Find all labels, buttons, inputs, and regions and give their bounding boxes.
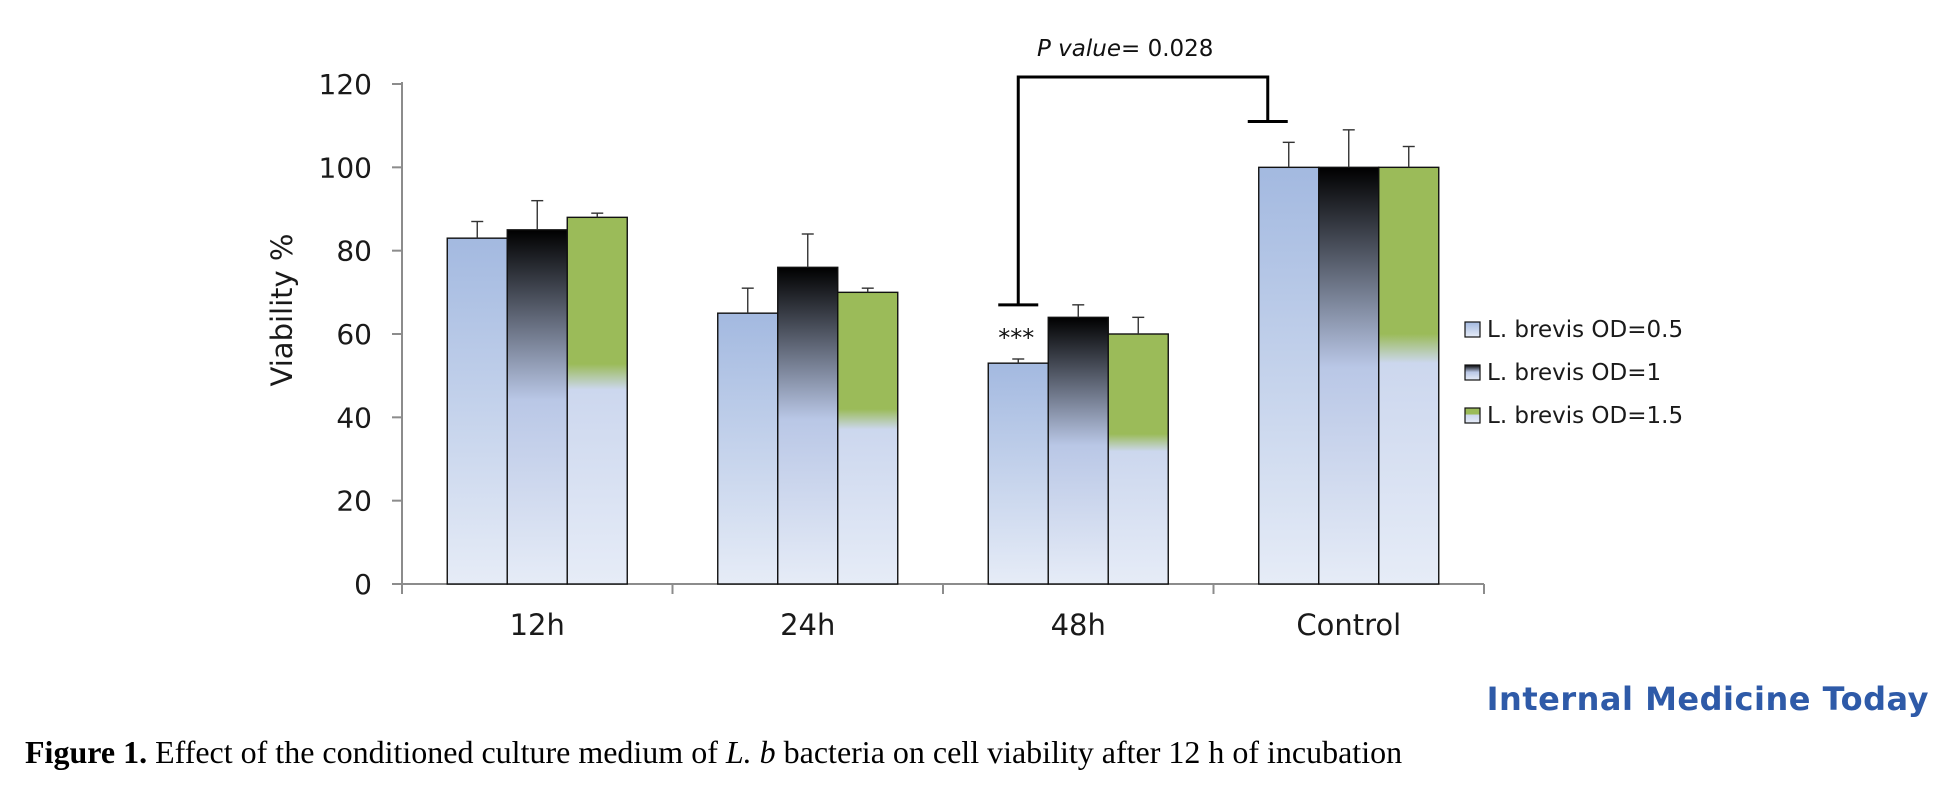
caption-species: L. b [725,734,776,770]
y-tick-label: 100 [319,151,372,184]
pvalue-value: = 0.028 [1121,36,1213,62]
legend-swatch [1464,364,1481,381]
bar [837,291,899,585]
bracket-line [1016,75,1270,305]
x-ticks: 12h 24h 48h Control [401,584,1485,642]
legend: L. brevis OD=0.5 L. brevis OD=1 L. brevis … [1464,317,1683,429]
y-tick-label: 120 [319,68,372,101]
significance-mark: *** [998,324,1034,352]
error-bars [471,129,1415,364]
caption-text-before: Effect of the conditioned culture medium… [147,734,726,770]
y-tick-label: 0 [354,568,372,601]
brand-logo-text: Internal Medicine Today [1486,680,1929,718]
bar [446,237,508,585]
bar [1258,166,1320,585]
x-tick-label: Control [1296,608,1401,642]
y-tick-label: 60 [336,318,372,351]
bar [777,266,839,585]
bar [566,216,628,585]
caption-text-after: bacteria on cell viability after 12 h of… [775,734,1403,770]
x-tick-label: 12h [510,608,565,642]
legend-label: L. brevis OD=1.5 [1487,403,1683,429]
y-tick-label: 80 [336,235,372,268]
bars [446,166,1440,585]
legend-swatch [1464,321,1481,338]
y-axis-title: Viability % [265,234,299,387]
x-tick-label: 24h [780,608,835,642]
pvalue-label: P value [1037,36,1121,62]
y-ticks: 0 20 40 60 80 100 120 [319,68,402,601]
bar [506,229,568,585]
bar [987,362,1049,585]
y-tick-label: 40 [336,401,372,434]
x-tick-label: 48h [1051,608,1106,642]
bar [1107,333,1169,585]
legend-swatch [1464,407,1481,424]
bar [1378,166,1440,585]
y-tick-label: 20 [336,485,372,518]
bar [1047,316,1109,585]
figure-caption: Figure 1. Effect of the conditioned cult… [25,734,1402,771]
legend-label: L. brevis OD=1 [1487,360,1661,386]
bar [1318,166,1380,585]
pvalue-bracket [998,75,1288,307]
bar [717,312,779,585]
legend-label: L. brevis OD=0.5 [1487,317,1683,343]
pvalue-annotation: P value= 0.028 [1037,36,1213,62]
caption-prefix: Figure 1. [25,734,148,770]
